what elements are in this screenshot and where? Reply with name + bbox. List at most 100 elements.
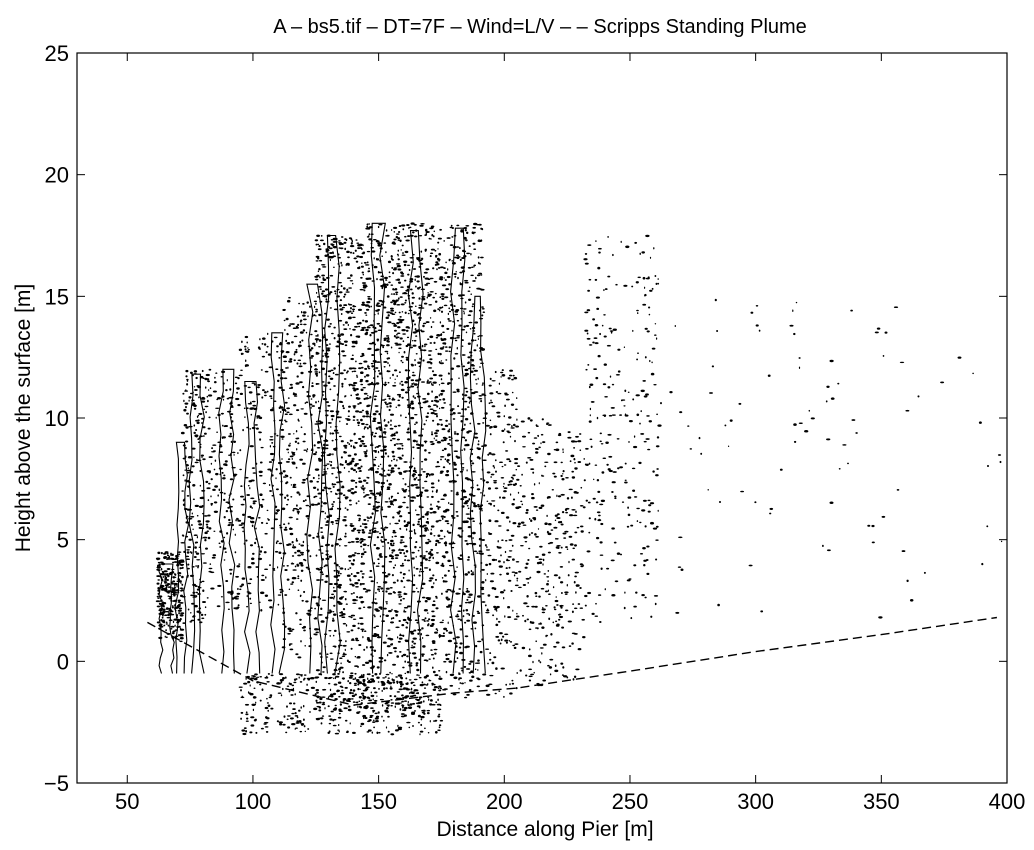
- data-point: [375, 410, 379, 413]
- data-point: [356, 255, 360, 258]
- data-point: [544, 522, 548, 525]
- data-point: [413, 467, 416, 470]
- data-point: [230, 413, 234, 416]
- data-point: [249, 544, 254, 547]
- data-point: [229, 432, 232, 436]
- data-point: [348, 504, 353, 506]
- data-point: [210, 587, 215, 590]
- data-point: [344, 238, 347, 241]
- data-point: [340, 313, 343, 315]
- data-point: [204, 613, 207, 616]
- data-point: [302, 362, 307, 365]
- data-point: [653, 334, 657, 336]
- data-point: [407, 438, 411, 441]
- data-point: [442, 466, 446, 469]
- data-point: [553, 574, 558, 577]
- data-point: [263, 391, 267, 394]
- data-point: [316, 234, 321, 237]
- data-point: [403, 350, 406, 354]
- data-point: [442, 580, 445, 583]
- data-point: [346, 659, 349, 663]
- data-point: [375, 565, 380, 567]
- data-point: [379, 698, 384, 701]
- data-point: [613, 541, 617, 544]
- data-point: [403, 260, 408, 263]
- data-point: [345, 624, 348, 627]
- data-point: [505, 450, 509, 452]
- data-point: [415, 567, 419, 570]
- data-point: [311, 382, 314, 384]
- data-point: [206, 487, 211, 490]
- data-point: [353, 389, 357, 392]
- data-point: [906, 579, 909, 583]
- data-point: [324, 676, 328, 680]
- data-point: [269, 436, 274, 438]
- data-point: [440, 266, 444, 269]
- data-point: [383, 419, 385, 422]
- data-point: [507, 606, 511, 609]
- data-point: [322, 397, 328, 401]
- data-point: [439, 276, 444, 279]
- data-point: [650, 615, 653, 618]
- data-point: [758, 329, 761, 332]
- data-point: [433, 309, 437, 313]
- data-point: [508, 374, 513, 377]
- data-point: [387, 421, 390, 424]
- data-point: [443, 574, 447, 577]
- data-point: [325, 298, 328, 301]
- data-point: [405, 523, 409, 527]
- data-point: [295, 429, 298, 433]
- data-point: [371, 431, 374, 434]
- data-point: [597, 354, 601, 358]
- data-point: [258, 348, 262, 350]
- data-point: [486, 546, 488, 549]
- data-point: [318, 614, 323, 616]
- data-point: [287, 458, 291, 461]
- data-point: [468, 498, 471, 501]
- data-point: [434, 652, 437, 655]
- data-point: [340, 662, 342, 665]
- data-point: [175, 593, 177, 596]
- data-point: [449, 300, 451, 303]
- data-point: [469, 327, 472, 330]
- data-point: [504, 550, 507, 554]
- data-point: [556, 494, 558, 498]
- data-point: [448, 660, 453, 663]
- data-point: [472, 621, 477, 624]
- data-point: [260, 579, 265, 581]
- data-point: [387, 592, 393, 595]
- data-point: [269, 444, 272, 448]
- data-point: [829, 501, 834, 505]
- data-point: [408, 679, 412, 681]
- data-point: [351, 525, 355, 527]
- data-point: [457, 618, 461, 620]
- data-point: [258, 431, 261, 433]
- data-point: [202, 426, 206, 429]
- data-point: [346, 441, 349, 444]
- data-point: [425, 659, 429, 662]
- data-point: [571, 558, 575, 561]
- data-point: [267, 518, 269, 520]
- data-point: [264, 370, 269, 373]
- data-point: [350, 333, 353, 337]
- data-point: [339, 685, 343, 688]
- data-point: [498, 525, 502, 527]
- data-point: [515, 468, 518, 471]
- data-point: [443, 304, 448, 307]
- data-point: [429, 255, 432, 258]
- data-point: [477, 261, 480, 265]
- data-point: [534, 605, 538, 608]
- data-point: [321, 536, 325, 539]
- data-point: [207, 499, 210, 502]
- data-point: [349, 274, 353, 277]
- data-point: [329, 596, 334, 599]
- data-point: [540, 504, 545, 507]
- data-point: [429, 277, 434, 280]
- data-point: [514, 572, 518, 574]
- data-point: [352, 559, 356, 562]
- data-point: [326, 463, 330, 465]
- data-point: [410, 402, 414, 405]
- data-point: [185, 405, 187, 409]
- data-point: [232, 498, 235, 501]
- data-point: [352, 308, 355, 311]
